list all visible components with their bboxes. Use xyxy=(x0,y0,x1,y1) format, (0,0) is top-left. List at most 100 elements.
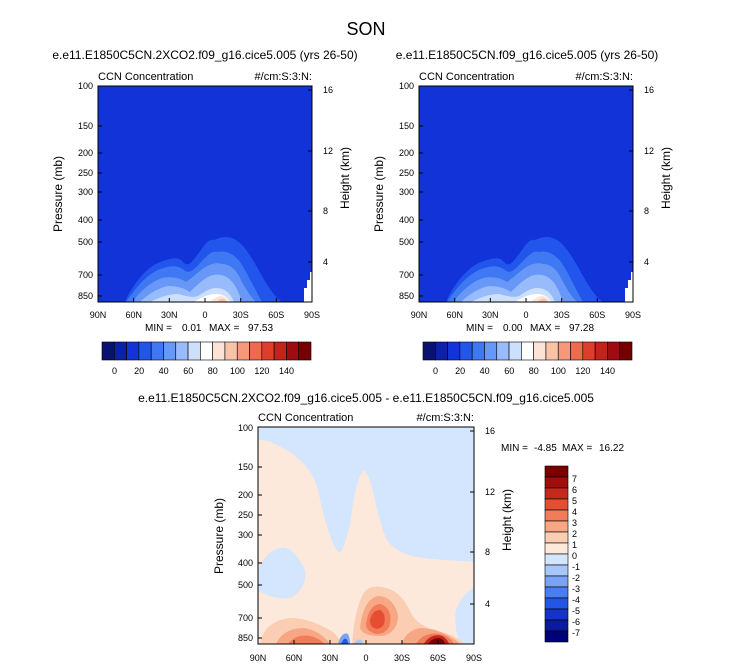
colorbar-swatch xyxy=(544,465,569,478)
colorbar-swatch xyxy=(544,575,569,588)
colorbar-swatch xyxy=(496,341,510,361)
colorbar-tick-label: 100 xyxy=(551,366,566,376)
colorbar-swatch xyxy=(544,487,569,500)
colorbar-swatch xyxy=(261,341,275,361)
colorbar-tick-label: 2 xyxy=(572,529,577,539)
min-value: -4.85 xyxy=(534,443,557,454)
panel-1-y-right-axis: 16 12 8 4 xyxy=(323,85,333,267)
colorbar-swatch xyxy=(447,341,461,361)
panel-1-stats: MIN = 0.01 MAX = 97.53 xyxy=(145,323,273,334)
x-tick-label: 60N xyxy=(125,310,142,320)
y-tick-label: 100 xyxy=(238,423,253,433)
panel-1-ylabel-right: Height (km) xyxy=(338,147,352,209)
min-label: MIN = xyxy=(466,323,493,334)
x-tick-label: 90N xyxy=(90,310,107,320)
panel-2-y-right-axis: 16 12 8 4 xyxy=(644,85,654,267)
colorbar-tick-label: -7 xyxy=(572,628,580,638)
colorbar-tick-label: 5 xyxy=(572,496,577,506)
y-right-tick-label: 4 xyxy=(323,257,328,267)
x-tick-label: 60S xyxy=(268,310,284,320)
panel-2-colorbar-labels: 0 20 40 60 80 100 120 140 xyxy=(433,366,615,376)
panel-1-subtitle-right: #/cm:S:3:N: xyxy=(255,71,312,83)
panel-1-y-axis: 100 150 200 250 300 400 500 700 850 xyxy=(78,81,93,301)
colorbar-swatch xyxy=(544,509,569,522)
colorbar-tick-label: 0 xyxy=(112,366,117,376)
x-tick-label: 90N xyxy=(411,310,428,320)
colorbar-tick-label: 20 xyxy=(455,366,465,376)
colorbar-swatch xyxy=(544,608,569,621)
y-tick-label: 150 xyxy=(238,462,253,472)
panel-3-colorbar-labels: 7 6 5 4 3 2 1 0 -1 -2 -3 -4 -5 -6 -7 xyxy=(572,474,580,638)
colorbar-tick-label: 80 xyxy=(529,366,539,376)
colorbar-swatch xyxy=(533,341,547,361)
colorbar-swatch xyxy=(286,341,300,361)
x-tick-label: 90S xyxy=(625,310,641,320)
panel-2-colorbar xyxy=(422,341,633,361)
y-tick-label: 250 xyxy=(238,510,253,520)
panel-2-level-8 xyxy=(538,298,547,302)
x-tick-label: 30N xyxy=(161,310,178,320)
panel-1-x-ticks xyxy=(133,298,277,302)
x-tick-label: 60N xyxy=(286,653,303,663)
panel-3-colorbar xyxy=(544,465,569,643)
x-tick-label: 90S xyxy=(304,310,320,320)
colorbar-tick-label: 60 xyxy=(183,366,193,376)
panel-2-ylabel: Pressure (mb) xyxy=(372,156,386,232)
colorbar-swatch xyxy=(212,341,226,361)
y-right-tick-label: 16 xyxy=(323,85,333,95)
panel-3-y-axis: 100 150 200 250 300 400 500 700 850 xyxy=(238,423,253,643)
y-tick-label: 300 xyxy=(238,530,253,540)
x-tick-label: 0 xyxy=(363,653,368,663)
y-right-tick-label: 4 xyxy=(644,257,649,267)
panel-3-pos-level-7-c xyxy=(428,638,445,644)
colorbar-swatch xyxy=(570,341,584,361)
colorbar-tick-label: 3 xyxy=(572,518,577,528)
y-right-tick-label: 16 xyxy=(485,426,495,436)
colorbar-swatch xyxy=(434,341,448,361)
min-value: 0.01 xyxy=(182,323,202,334)
y-tick-label: 500 xyxy=(238,580,253,590)
colorbar-tick-label: -3 xyxy=(572,584,580,594)
colorbar-swatch xyxy=(175,341,189,361)
colorbar-tick-label: -2 xyxy=(572,573,580,583)
y-tick-label: 250 xyxy=(78,168,93,178)
colorbar-swatch xyxy=(594,341,608,361)
panel-2-y-ticks xyxy=(419,89,633,297)
y-tick-label: 400 xyxy=(78,215,93,225)
x-tick-label: 60S xyxy=(589,310,605,320)
max-value: 97.28 xyxy=(569,323,594,334)
x-tick-label: 30S xyxy=(554,310,570,320)
colorbar-swatch xyxy=(273,341,287,361)
panel-3-pos-level-4-a xyxy=(288,635,324,644)
colorbar-swatch xyxy=(101,341,115,361)
panel-2-x-axis: 90N 60N 30N 0 30S 60S 90S xyxy=(411,310,641,320)
colorbar-tick-label: 6 xyxy=(572,485,577,495)
y-tick-label: 100 xyxy=(78,81,93,91)
y-right-tick-label: 12 xyxy=(644,146,654,156)
colorbar-swatch xyxy=(619,341,633,361)
min-label: MIN = xyxy=(501,443,528,454)
colorbar-swatch xyxy=(508,341,522,361)
panel-1-x-axis: 90N 60N 30N 0 30S 60S 90S xyxy=(90,310,320,320)
panel-1-subtitle-left: CCN Concentration xyxy=(98,71,193,83)
y-right-tick-label: 8 xyxy=(485,547,490,557)
colorbar-swatch xyxy=(544,498,569,511)
colorbar-tick-label: 80 xyxy=(208,366,218,376)
colorbar-tick-label: 1 xyxy=(572,540,577,550)
x-tick-label: 60N xyxy=(446,310,463,320)
panel-1-level-8 xyxy=(217,298,226,302)
colorbar-swatch xyxy=(544,597,569,610)
panel-2-contours xyxy=(419,86,633,302)
panel-2-title: e.e11.E1850C5CN.f09_g16.cice5.005 (yrs 2… xyxy=(396,48,659,62)
panel-2: e.e11.E1850C5CN.f09_g16.cice5.005 (yrs 2… xyxy=(372,48,673,376)
x-tick-label: 60S xyxy=(430,653,446,663)
colorbar-swatch xyxy=(459,341,473,361)
panel-3-y-ticks xyxy=(258,430,474,639)
colorbar-swatch xyxy=(224,341,238,361)
colorbar-swatch xyxy=(113,341,127,361)
colorbar-swatch xyxy=(545,341,559,361)
min-value: 0.00 xyxy=(503,323,523,334)
colorbar-swatch xyxy=(138,341,152,361)
panel-3: e.e11.E1850C5CN.2XCO2.f09_g16.cice5.005 … xyxy=(138,391,624,663)
colorbar-tick-label: 60 xyxy=(504,366,514,376)
